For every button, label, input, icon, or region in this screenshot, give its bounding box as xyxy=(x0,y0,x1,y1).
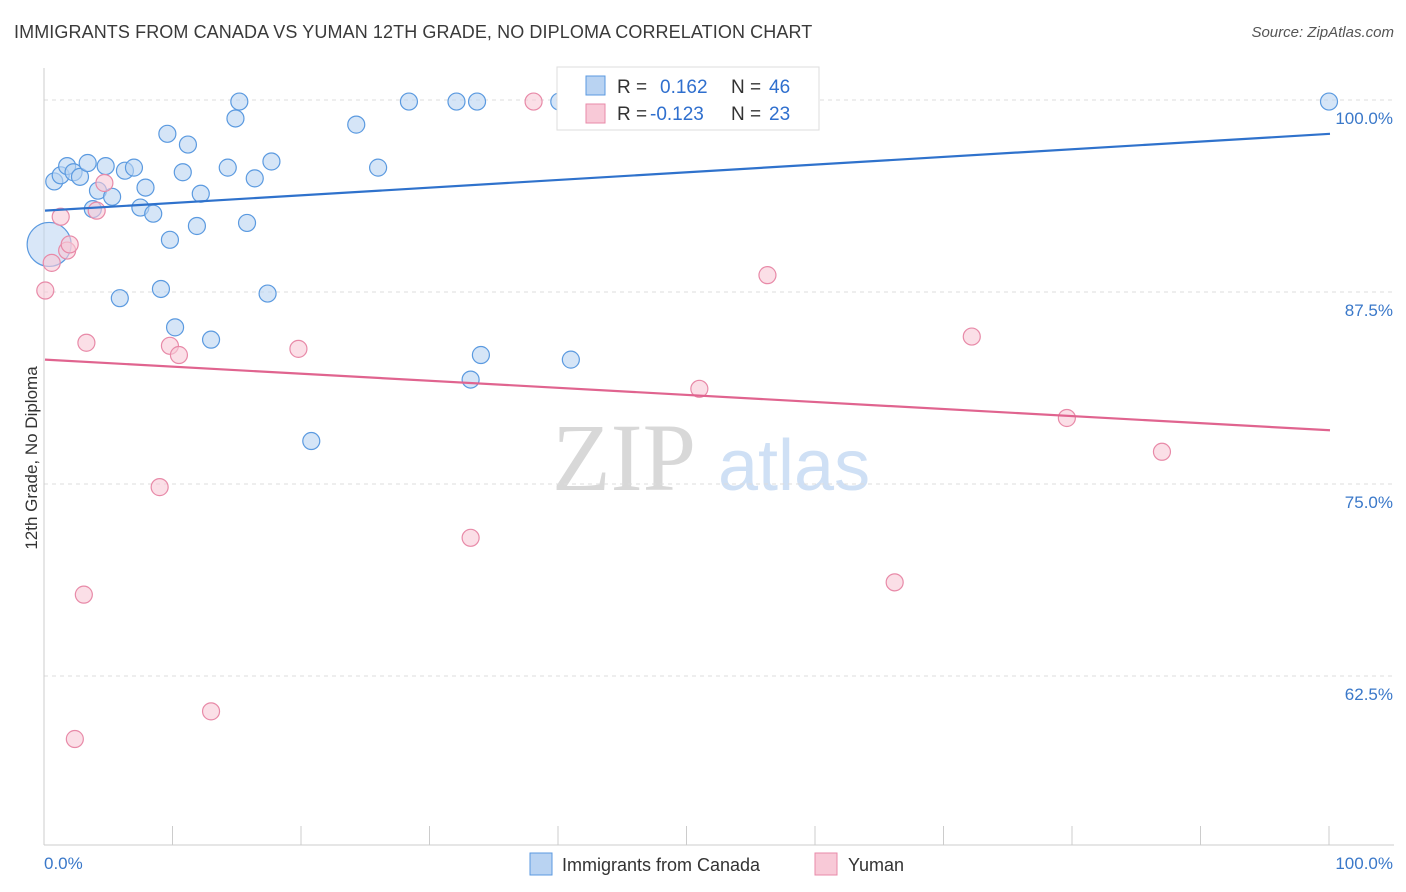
legend-n-label-1: N = xyxy=(731,77,761,98)
series-legend-label-1: Immigrants from Canada xyxy=(562,855,761,875)
watermark-zip: ZIP xyxy=(552,404,696,511)
trend-lines xyxy=(44,132,1331,432)
data-point-blue xyxy=(245,169,264,188)
axes xyxy=(43,68,1394,846)
y-tick-labels: 100.0% 87.5% 75.0% 62.5% xyxy=(1335,109,1393,704)
gridlines xyxy=(44,99,1394,677)
data-point-blue xyxy=(347,115,366,134)
data-point-blue xyxy=(218,158,237,177)
data-point-blue xyxy=(178,135,198,154)
data-point-blue xyxy=(96,156,115,176)
data-point-blue xyxy=(187,216,207,236)
data-point-pink xyxy=(1057,408,1076,428)
data-point-blue xyxy=(399,92,419,111)
data-point-blue xyxy=(447,92,466,111)
data-point-blue xyxy=(1319,92,1339,111)
watermark-atlas: atlas xyxy=(718,426,870,506)
legend-r-value-1: 0.162 xyxy=(660,77,708,98)
data-point-blue xyxy=(237,213,257,233)
data-point-pink xyxy=(36,281,55,300)
y-tick-label: 75.0% xyxy=(1345,493,1393,512)
data-point-pink xyxy=(95,173,114,193)
data-point-blue xyxy=(302,431,321,451)
data-point-pink xyxy=(60,235,79,254)
data-point-blue xyxy=(110,289,129,308)
legend-r-value-2: -0.123 xyxy=(650,104,704,125)
data-point-pink xyxy=(87,201,106,220)
data-point-blue xyxy=(158,124,177,143)
legend-n-label-2: N = xyxy=(731,104,761,125)
data-point-blue xyxy=(262,152,281,171)
y-axis-title: 12th Grade, No Diploma xyxy=(22,366,41,550)
data-point-blue xyxy=(160,230,180,249)
data-point-pink xyxy=(885,573,904,592)
data-point-blue xyxy=(78,153,97,173)
data-point-blue xyxy=(369,158,388,177)
data-point-pink xyxy=(962,327,981,346)
series-legend-label-2: Yuman xyxy=(848,855,904,875)
series-legend-swatch-blue xyxy=(529,852,553,876)
series-legend: Immigrants from Canada Yuman xyxy=(529,852,904,876)
data-point-blue xyxy=(561,350,580,369)
data-point-pink xyxy=(77,333,96,352)
y-tick-label: 62.5% xyxy=(1345,685,1393,704)
data-point-pink xyxy=(758,266,777,285)
data-point-blue xyxy=(467,92,487,111)
chart-title: IMMIGRANTS FROM CANADA VS YUMAN 12TH GRA… xyxy=(14,22,813,42)
y-tick-label: 87.5% xyxy=(1345,301,1393,320)
source-label: Source: ZipAtlas.com xyxy=(1251,24,1394,41)
data-point-pink xyxy=(74,585,93,604)
stats-legend: R = 0.162 N = 46 R = -0.123 N = 23 xyxy=(556,66,820,131)
data-point-pink xyxy=(524,92,543,111)
x-tick-labels: 0.0% 100.0% xyxy=(44,854,1393,873)
legend-n-value-2: 23 xyxy=(769,104,790,125)
data-point-blue xyxy=(151,279,171,299)
trend-line-pink xyxy=(44,358,1331,432)
data-point-blue xyxy=(201,330,221,349)
x-tick-label: 0.0% xyxy=(44,854,83,873)
data-point-pink xyxy=(289,339,308,358)
y-tick-label: 100.0% xyxy=(1335,109,1393,128)
data-point-pink xyxy=(150,478,169,497)
data-point-pink xyxy=(169,345,189,365)
data-point-blue xyxy=(226,109,245,128)
data-point-blue xyxy=(191,184,210,203)
data-point-blue xyxy=(124,158,144,177)
legend-swatch-blue xyxy=(585,75,606,96)
data-point-blue xyxy=(461,370,480,389)
data-point-blue xyxy=(173,163,192,182)
legend-n-value-1: 46 xyxy=(769,77,790,98)
x-tick-label: 100.0% xyxy=(1335,854,1393,873)
data-point-pink xyxy=(201,702,221,721)
data-point-blue xyxy=(136,178,155,197)
data-point-blue xyxy=(103,187,122,206)
data-point-blue xyxy=(230,92,249,111)
legend-r-label-1: R = xyxy=(617,77,647,98)
legend-r-label-2: R = xyxy=(617,104,647,125)
data-point-pink xyxy=(461,528,480,547)
legend-swatch-pink xyxy=(585,103,606,124)
data-point-pink xyxy=(65,729,84,749)
data-point-pink xyxy=(690,379,709,398)
data-point-blue xyxy=(471,345,490,365)
data-point-blue xyxy=(258,284,277,303)
data-point-blue xyxy=(70,167,90,186)
data-point-blue xyxy=(165,318,185,337)
series-legend-swatch-pink xyxy=(814,852,838,876)
data-point-pink xyxy=(42,253,61,272)
data-point-blue xyxy=(144,204,163,223)
data-point-pink xyxy=(51,207,70,226)
trend-line-blue xyxy=(44,132,1331,212)
data-point-pink xyxy=(1152,442,1172,461)
